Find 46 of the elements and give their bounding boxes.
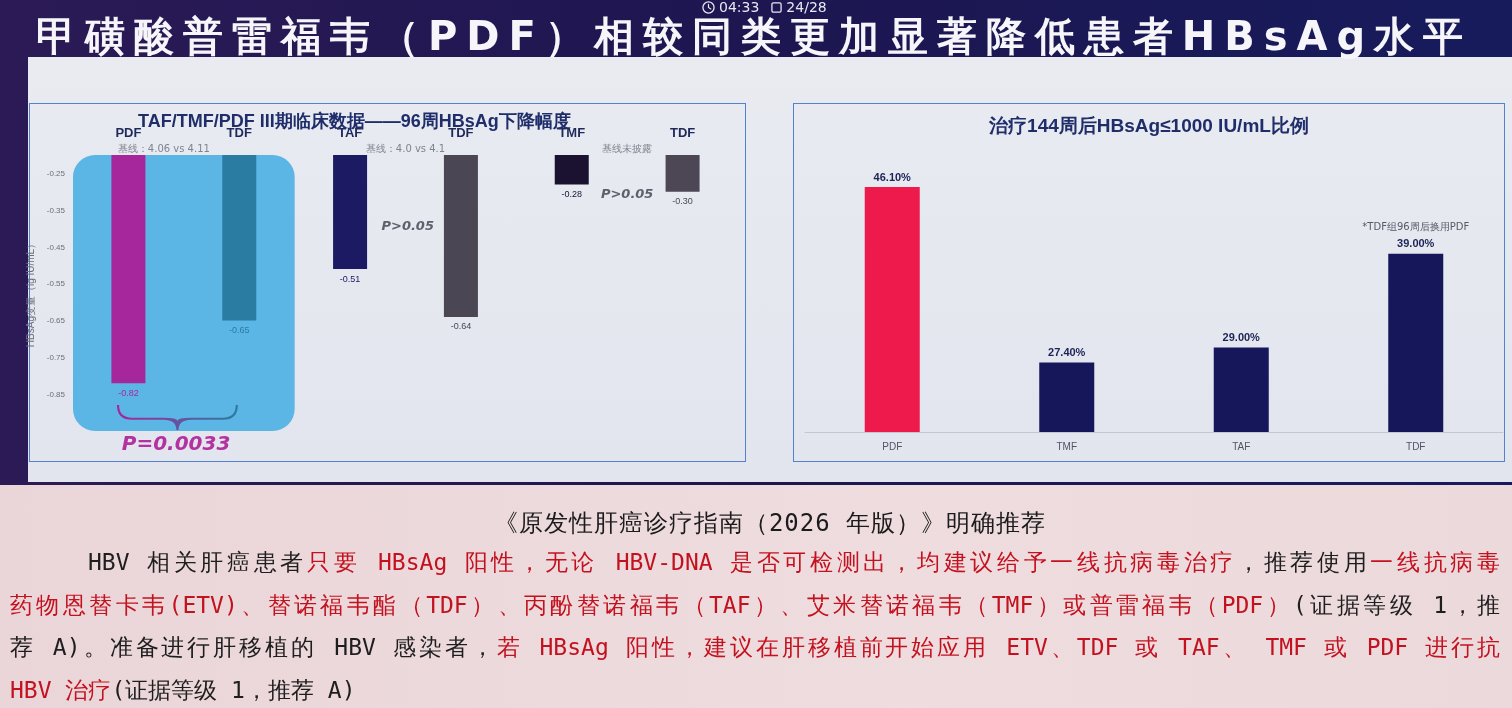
text: 基线：4.06 vs 4.11 <box>117 142 210 154</box>
annotation: P>0.05 <box>381 217 434 233</box>
x-tick-label: PDF <box>115 125 142 140</box>
data-label: 46.10% <box>873 170 912 183</box>
text: 基线：4.0 vs 4.1 <box>365 142 446 154</box>
data-label: -0.30 <box>672 196 693 207</box>
data-label: -0.28 <box>561 188 583 199</box>
x-tick-label: PDF <box>882 440 903 452</box>
data-label: 39.00% <box>1397 237 1435 250</box>
data-label: -0.64 <box>450 321 472 332</box>
text: (证据等级 1，推荐 A) <box>111 676 356 703</box>
text: HBV 相关肝癌患者 <box>88 549 308 575</box>
text: ，推荐使用 <box>1236 549 1371 575</box>
text: (证据等级 1，推 <box>1293 591 1500 618</box>
x-tick-label: TAF <box>1232 440 1251 452</box>
y-tick-label: -0.85 <box>46 389 66 399</box>
chart-title: 治疗144周后HBsAg≤1000 IU/mL比例 <box>988 115 1309 136</box>
x-tick-label: TDF <box>1406 440 1426 452</box>
y-axis-title: HBsAg变量（lg IU/mL） <box>25 238 37 348</box>
y-tick-label: -0.65 <box>46 316 66 326</box>
y-tick-label: -0.25 <box>46 168 66 178</box>
text: 一线抗病毒 <box>1370 549 1501 575</box>
data-label: 27.40% <box>1048 346 1086 359</box>
text: P=0.0033 <box>121 431 231 455</box>
text: 药物恩替卡韦(ETV)、替诺福韦酯（TDF）、丙酚替诺福韦（TAF）、艾米替诺福韦（TMF）或普雷福韦（PDF） <box>10 591 1294 618</box>
annotation: P>0.05 <box>600 185 654 201</box>
y-tick-label: -0.35 <box>46 205 66 215</box>
y-tick-label: -0.75 <box>46 352 66 362</box>
text: 基线未披露 <box>602 142 653 154</box>
text: 04:33 <box>719 0 760 15</box>
annotation: *TDF组96周后换用PDF <box>1362 221 1470 233</box>
y-tick-label: -0.55 <box>46 279 66 289</box>
text: 只要 HBsAg 阳性，无论 HBV-DNA 是否可检测出，均建议给予一线抗病毒治疗 <box>307 549 1237 575</box>
text: 荐 A)。准备进行肝移植的 HBV 感染者， <box>10 634 497 660</box>
text: 24/28 <box>786 0 827 15</box>
x-tick-label: TDF <box>669 125 696 140</box>
data-label: 29.00% <box>1222 331 1261 344</box>
text: 甲磺酸普雷福韦（PDF）相较同类更加显著降低患者HBsAg水平 <box>36 13 1473 59</box>
data-label: -0.65 <box>228 325 250 336</box>
text: 若 HBsAg 阳性，建议在肝移植前开始应用 ETV、TDF 或 TAF、 TMF 或 PDF 进行抗 <box>496 634 1500 660</box>
text: HBV 治疗 <box>10 676 112 703</box>
data-label: -0.51 <box>339 273 361 284</box>
text: 《原发性肝癌诊疗指南（2026 年版）》明确推荐 <box>492 508 1048 539</box>
x-tick-label: TMF <box>1056 440 1078 452</box>
data-label: -0.82 <box>118 387 139 398</box>
y-tick-label: -0.45 <box>46 242 66 252</box>
